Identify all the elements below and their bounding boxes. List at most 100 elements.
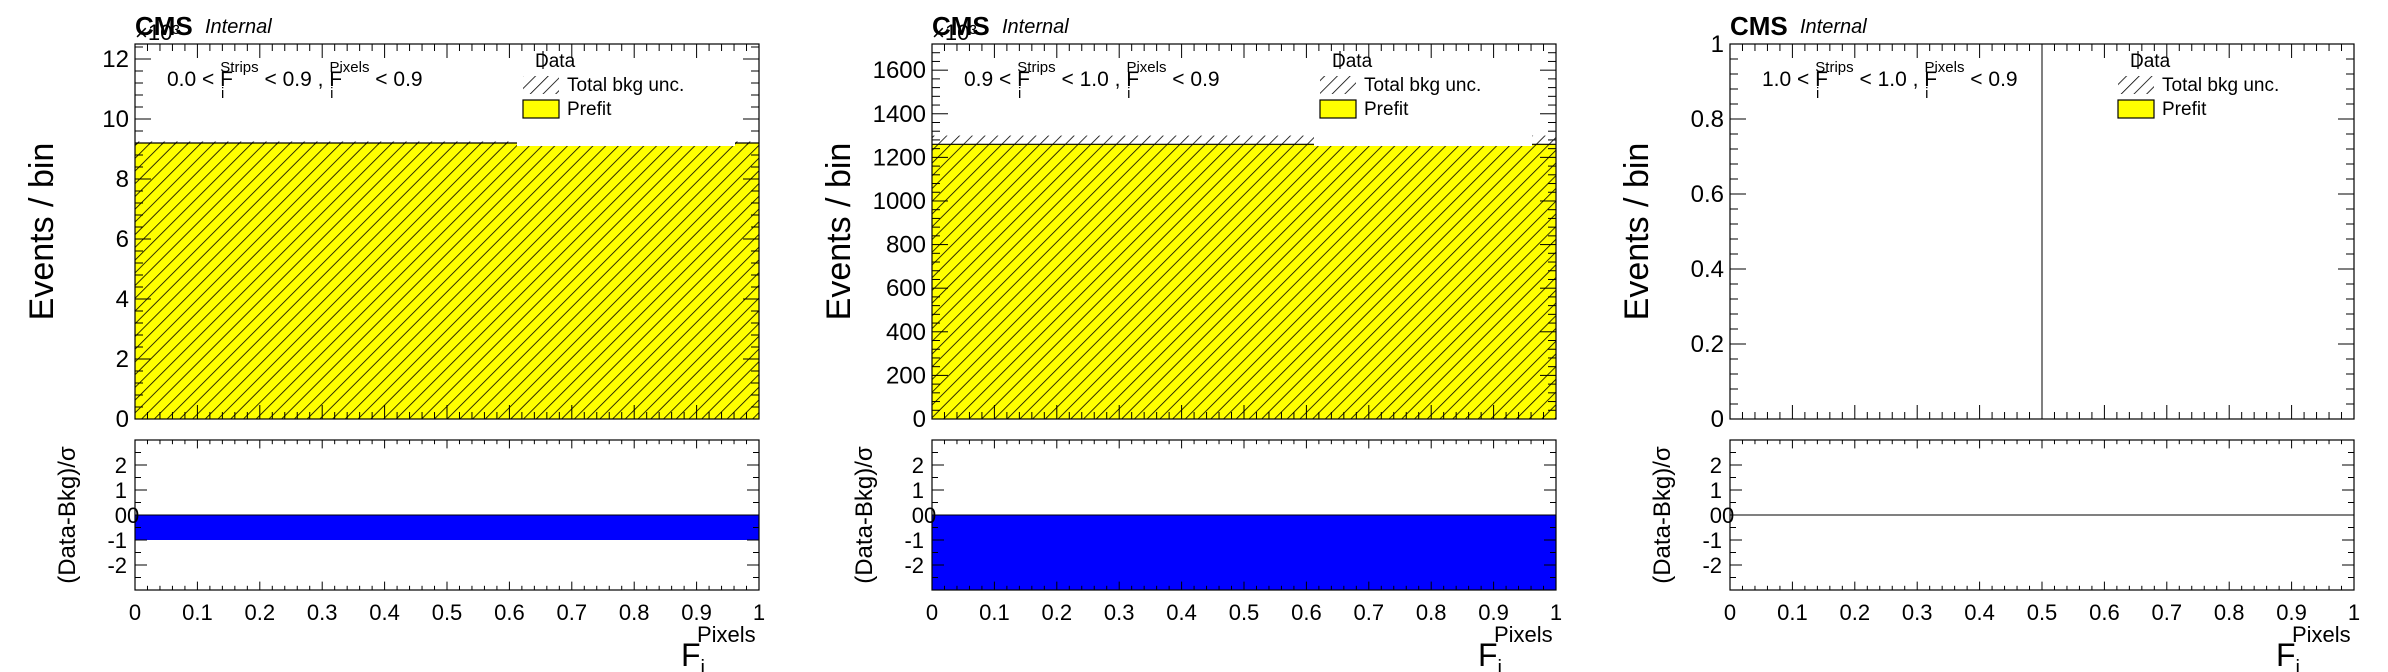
y-tick-label: 0.6	[1691, 181, 1724, 208]
legend-label-3: Prefit	[567, 99, 612, 120]
x-tick-label: 0.7	[557, 600, 588, 625]
x-tick-label: 0.1	[1777, 600, 1808, 625]
x-tick-label: 0.5	[2027, 600, 2058, 625]
legend-label-3: Prefit	[1364, 99, 1409, 120]
x-axis-title-sup: Pixels	[1494, 622, 1553, 647]
internal-label: Internal	[1002, 16, 1069, 38]
x-tick-label: 0.7	[2152, 600, 2183, 625]
x-tick-label: 0.5	[432, 600, 463, 625]
x-tick-label: 0.8	[2214, 600, 2245, 625]
x-tick-label: 0.1	[182, 600, 213, 625]
x-tick-label: 0.6	[1291, 600, 1322, 625]
y-tick-label: 1400	[873, 101, 926, 128]
cms-label: CMS	[135, 11, 193, 41]
x-tick-label: 1	[1550, 600, 1562, 625]
x-axis-title-base: F	[681, 637, 701, 672]
ratio-y-tick-label: 0	[912, 503, 924, 528]
ratio-y-tick-label: 1	[1710, 478, 1722, 503]
legend-swatch-2	[1320, 76, 1356, 94]
x-tick-label: 0.2	[1840, 600, 1871, 625]
legend-label-data: Data	[2130, 51, 2171, 72]
category-pre: 0.0 < F	[167, 68, 233, 91]
category-post: < 0.9	[1964, 68, 2017, 91]
y-tick-label: 12	[102, 46, 129, 73]
exponent-label: ×10³	[932, 20, 977, 45]
y-tick-label: 0.8	[1691, 106, 1724, 133]
x-tick-label: 0.7	[1354, 600, 1385, 625]
y-axis-title: Events / bin	[1618, 143, 1656, 321]
ratio-y-axis-title: (Data-Bkg)/σ	[1649, 446, 1676, 584]
x-tick-label: 0.1	[979, 600, 1010, 625]
category-sup-pixels: Pixels	[1126, 59, 1166, 76]
y-axis-title: Events / bin	[820, 143, 858, 321]
x-tick-label: 0.3	[307, 600, 338, 625]
x-tick-label: 0.2	[1042, 600, 1073, 625]
category-mid: < 1.0 , F	[1854, 68, 1937, 91]
x-tick-label: 0.4	[1166, 600, 1197, 625]
ratio-y-tick-label: 0	[115, 503, 127, 528]
ratio-y-tick-label: 2	[1710, 453, 1722, 478]
x-axis-title-base: F	[1478, 637, 1498, 672]
y-tick-label: 1000	[873, 188, 926, 215]
x-axis-title-sub: i	[1498, 657, 1502, 672]
category-sup-strips: Strips	[220, 59, 258, 76]
x-tick-label: 0.3	[1104, 600, 1135, 625]
y-tick-label: 800	[886, 232, 926, 259]
y-tick-label: 4	[116, 286, 129, 313]
legend-swatch-2	[2118, 76, 2154, 94]
ratio-y-tick-label: -1	[904, 528, 924, 553]
uncertainty-band	[932, 135, 1556, 145]
ratio-y-tick-label: 0	[924, 503, 936, 528]
legend-box	[517, 50, 735, 146]
x-tick-label: 0.6	[494, 600, 525, 625]
category-pre: 0.9 < F	[964, 68, 1030, 91]
category-sub-i: i	[221, 85, 224, 102]
ratio-y-tick-label: 2	[912, 453, 924, 478]
category-post: < 0.9	[1166, 68, 1219, 91]
ratio-bar	[932, 515, 1556, 590]
category-sup-pixels: Pixels	[1924, 59, 1964, 76]
x-tick-label: 0.5	[1229, 600, 1260, 625]
legend-label-2: Total bkg unc.	[2162, 75, 2279, 96]
x-axis-title-sub: i	[2296, 657, 2300, 672]
ratio-y-tick-label: 1	[115, 478, 127, 503]
x-tick-label: 0.8	[619, 600, 650, 625]
y-tick-label: 1	[1711, 31, 1724, 58]
ratio-y-tick-label: 2	[115, 453, 127, 478]
prefit-bar-hatch	[135, 143, 759, 419]
legend-box	[1314, 50, 1532, 146]
x-tick-label: 0.8	[1416, 600, 1447, 625]
ratio-y-tick-label: -2	[107, 553, 127, 578]
exponent-label: ×10³	[135, 20, 180, 45]
category-mid: < 0.9 , F	[259, 68, 342, 91]
y-tick-label: 10	[102, 106, 129, 133]
ratio-y-tick-label: -2	[1702, 553, 1722, 578]
y-tick-label: 2	[116, 346, 129, 373]
x-axis-title-sup: Pixels	[697, 622, 756, 647]
legend-swatch-2	[523, 76, 559, 94]
y-tick-label: 8	[116, 166, 129, 193]
legend-box	[2112, 50, 2330, 146]
y-tick-label: 0	[1711, 406, 1724, 433]
category-sup-strips: Strips	[1017, 59, 1055, 76]
x-tick-label: 0.4	[1964, 600, 1995, 625]
category-mid: < 1.0 , F	[1056, 68, 1139, 91]
x-tick-label: 0.9	[2276, 600, 2307, 625]
x-axis-title-base: F	[2276, 637, 2296, 672]
cms-label: CMS	[1730, 11, 1788, 41]
x-tick-label: 0.4	[369, 600, 400, 625]
y-tick-label: 200	[886, 362, 926, 389]
y-axis-title: Events / bin	[23, 143, 61, 321]
category-sub-i: i	[1925, 85, 1928, 102]
ratio-bar	[135, 515, 759, 540]
y-tick-label: 400	[886, 319, 926, 346]
x-axis-title-sup: Pixels	[2292, 622, 2351, 647]
ratio-y-axis-title: (Data-Bkg)/σ	[851, 446, 878, 584]
